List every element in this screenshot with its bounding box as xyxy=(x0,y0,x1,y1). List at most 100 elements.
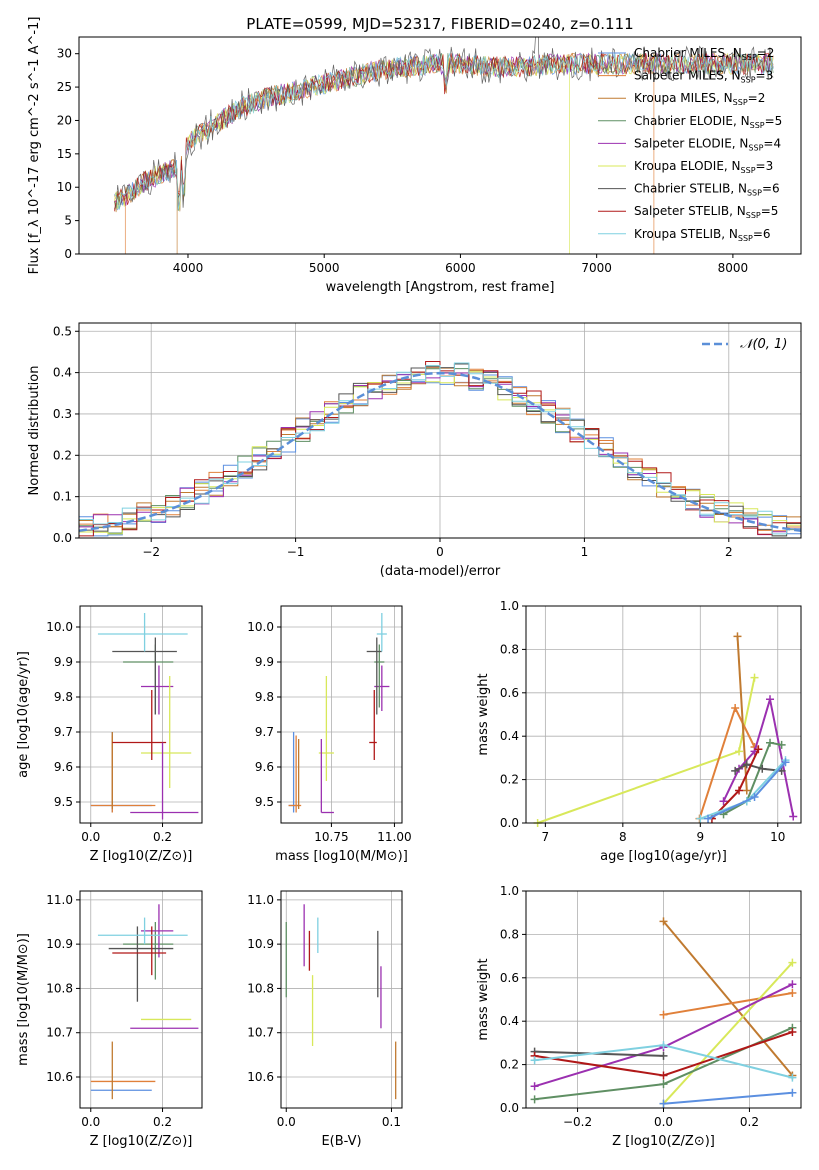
y-axis-label: mass weight xyxy=(476,958,491,1040)
legend-label-text: Chabrier STELIB, N xyxy=(634,182,747,196)
mass-weight-vs-age-panel: 7 8 9 10 0.0 0.2 0.4 0.6 0.8 1.0 age [log10(age/yr… xyxy=(476,599,802,864)
legend-subscript: SSP xyxy=(742,53,757,62)
mass-weight-marker xyxy=(530,1056,539,1065)
mass-weight-marker xyxy=(750,673,759,682)
mass-weight-marker xyxy=(735,786,744,795)
x-tick-label: 2 xyxy=(725,545,733,559)
legend-label-text: Kroupa MILES, N xyxy=(634,91,733,105)
y-tick-label: 10.6 xyxy=(247,1070,274,1084)
x-tick-label: 4000 xyxy=(173,261,204,275)
mass-weight-marker xyxy=(777,740,786,749)
mass-weight-marker xyxy=(788,980,797,989)
x-axis-label: wavelength [Angstrom, rest frame] xyxy=(326,280,555,295)
gaussian-curve xyxy=(79,371,801,533)
y-axis-label: mass [log10(M/M⊙)] xyxy=(16,933,31,1066)
y-tick-label: 9.7 xyxy=(255,725,274,739)
y-tick-label: 9.5 xyxy=(54,795,73,809)
y-tick-label: 5 xyxy=(64,214,72,228)
x-tick-label: 0.0 xyxy=(277,1115,296,1129)
legend-subscript: SSP xyxy=(733,98,748,107)
mass-weight-line xyxy=(734,763,782,772)
mass-weight-marker xyxy=(789,812,798,821)
legend-subscript: SSP xyxy=(750,121,765,130)
mass-weight-line xyxy=(534,1050,664,1057)
y-tick-label: 9.9 xyxy=(54,655,73,669)
mass-weight-marker xyxy=(704,814,713,823)
mass-weight-line xyxy=(723,741,782,816)
y-tick-label: 10.0 xyxy=(46,620,73,634)
x-tick-label: 0 xyxy=(436,545,444,559)
y-tick-label: 11.0 xyxy=(46,893,73,907)
y-tick-label: 0.4 xyxy=(500,729,519,743)
mass-weight-marker xyxy=(766,738,775,747)
y-tick-label: 0.2 xyxy=(500,1058,519,1072)
y-tick-label: 10.7 xyxy=(247,1026,274,1040)
x-axis-label: Z [log10(Z/Z⊙)] xyxy=(612,1134,715,1149)
age-vs-Z-panel: 0.0 0.2 9.5 9.6 9.7 9.8 9.9 10.0 Z [log10(Z/Z⊙)]… xyxy=(16,605,203,864)
x-tick-label: 0.0 xyxy=(81,1115,100,1129)
legend-label: 𝒩(0, 1) xyxy=(740,337,787,352)
legend-subscript: SSP xyxy=(748,143,763,152)
legend-label-text: Salpeter MILES, N xyxy=(634,69,741,83)
legend-nssp-value: =6 xyxy=(762,182,780,196)
y-tick-label: 10.8 xyxy=(46,981,73,995)
mass-weight-line xyxy=(662,920,794,1077)
axes-frame xyxy=(78,36,802,255)
y-tick-label: 0.8 xyxy=(500,642,519,656)
y-tick-label: 11.0 xyxy=(247,893,274,907)
x-tick-label: 0.1 xyxy=(382,1115,401,1129)
legend-label: Salpeter STELIB, NSSP=5 xyxy=(634,204,778,220)
y-tick-label: 9.7 xyxy=(54,725,73,739)
y-tick-label: 0.3 xyxy=(53,407,72,421)
mass-weight-marker xyxy=(530,1095,539,1104)
y-tick-label: 0.0 xyxy=(500,1101,519,1115)
mass-weight-marker xyxy=(754,745,763,754)
mass-weight-marker xyxy=(659,1080,668,1089)
legend-nssp-value: =6 xyxy=(753,227,771,241)
mass-weight-marker xyxy=(788,1088,797,1097)
y-tick-label: 0.1 xyxy=(53,490,72,504)
y-tick-label: 0.2 xyxy=(500,773,519,787)
axes-frame xyxy=(280,890,403,1109)
y-tick-label: 9.5 xyxy=(255,795,274,809)
x-axis-label: (data-model)/error xyxy=(380,564,501,579)
legend-label-text: Salpeter STELIB, N xyxy=(634,204,746,218)
y-tick-label: 9.9 xyxy=(255,655,274,669)
mass-weight-marker xyxy=(696,814,705,823)
x-axis-label: E(B-V) xyxy=(321,1134,361,1149)
legend-nssp-value: =5 xyxy=(765,114,783,128)
mass-weight-marker xyxy=(719,797,728,806)
mass-weight-marker xyxy=(742,786,751,795)
y-tick-label: 0.6 xyxy=(500,686,519,700)
y-axis-label: Flux [f_λ 10^-17 erg cm^-2 s^-1 A^-1] xyxy=(27,17,42,275)
x-tick-label: 5000 xyxy=(309,261,340,275)
x-tick-label: 9 xyxy=(696,830,704,844)
y-tick-label: 10 xyxy=(57,180,72,194)
axes-frame xyxy=(79,605,203,824)
y-tick-label: 10.9 xyxy=(46,937,73,951)
mass-weight-marker xyxy=(659,1099,668,1108)
y-tick-label: 9.6 xyxy=(54,760,73,774)
mass-vs-ebv-panel: 0.0 0.1 10.6 10.7 10.8 10.9 11.0 E(B-V) xyxy=(247,890,403,1149)
y-tick-label: 9.8 xyxy=(255,690,274,704)
y-tick-label: 20 xyxy=(57,113,72,127)
legend-label-text: Chabrier ELODIE, N xyxy=(634,114,750,128)
axes-frame xyxy=(78,322,802,539)
mass-weight-marker xyxy=(781,758,790,767)
y-tick-label: 0.4 xyxy=(500,1014,519,1028)
mass-weight-marker xyxy=(788,958,797,967)
spectrum-panel: 4000 5000 6000 7000 8000 0 5 10 15 20 25 30 waveleng… xyxy=(27,17,802,295)
legend-label: Chabrier STELIB, NSSP=6 xyxy=(634,182,780,198)
legend-label: Kroupa STELIB, NSSP=6 xyxy=(634,227,771,243)
legend-subscript: SSP xyxy=(741,166,756,175)
mass-weight-marker xyxy=(659,1010,668,1019)
legend-label-text: Kroupa STELIB, N xyxy=(634,227,738,241)
x-axis-label: Z [log10(Z/Z⊙)] xyxy=(90,849,193,864)
y-tick-label: 10.6 xyxy=(46,1070,73,1084)
mass-weight-marker xyxy=(758,764,767,773)
x-tick-label: 0.0 xyxy=(654,1115,673,1129)
y-tick-label: 15 xyxy=(57,147,72,161)
mass-weight-marker xyxy=(766,695,775,704)
y-axis-label: Normed distribution xyxy=(27,366,42,496)
